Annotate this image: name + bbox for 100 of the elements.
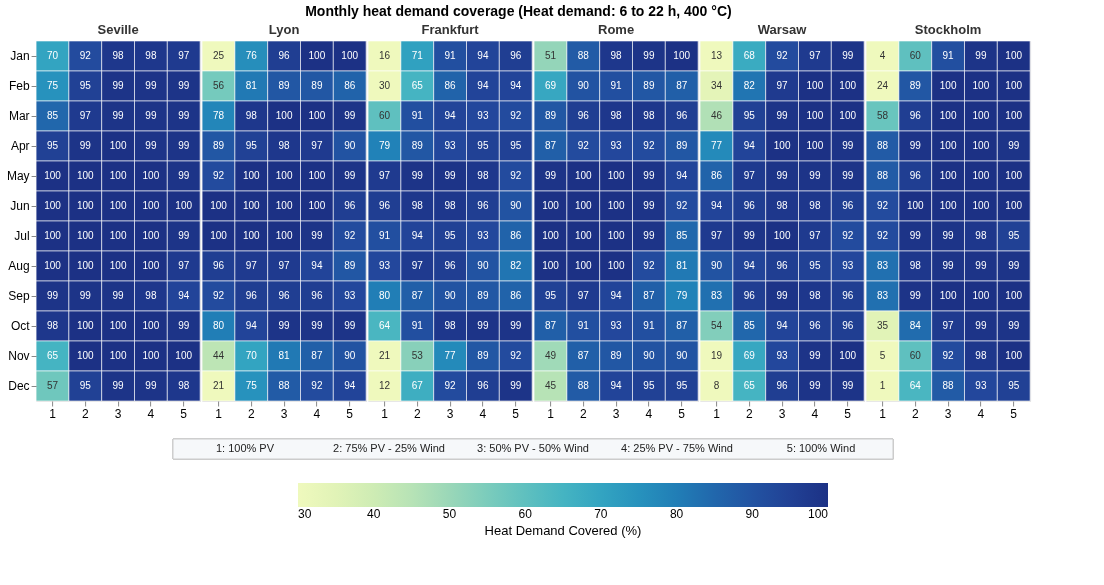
data-label: 83: [876, 260, 889, 271]
data-label: 100: [210, 230, 228, 241]
data-label: 99: [842, 170, 854, 181]
data-label: 100: [109, 350, 127, 361]
data-label: 100: [242, 200, 261, 211]
data-label: 21: [378, 350, 391, 361]
y-tick-label: Jul: [14, 229, 30, 243]
data-label: 99: [776, 290, 789, 301]
x-tick-label: 1: [215, 406, 223, 421]
data-label: 100: [806, 80, 824, 91]
data-label: 25: [212, 50, 225, 61]
data-label: 98: [46, 320, 59, 331]
data-label: 97: [577, 290, 590, 301]
data-label: 94: [743, 260, 756, 271]
data-label: 100: [275, 110, 293, 121]
data-label: 99: [842, 50, 854, 61]
y-tick-label: Sep: [8, 289, 30, 303]
data-label: 96: [676, 110, 688, 121]
data-label: 92: [942, 350, 955, 361]
data-label: 64: [909, 380, 922, 391]
data-label: 100: [142, 320, 160, 331]
data-label: 94: [411, 230, 424, 241]
data-label: 100: [109, 260, 127, 271]
data-label: 100: [242, 170, 261, 181]
data-label: 89: [544, 110, 557, 121]
data-label: 44: [212, 350, 225, 361]
x-tick-label: 3: [114, 406, 122, 421]
data-label: 96: [278, 50, 291, 61]
data-label: 100: [210, 200, 228, 211]
color-bar-label: 70: [594, 507, 608, 521]
data-label: 92: [776, 50, 789, 61]
data-label: 99: [1008, 140, 1020, 151]
data-label: 90: [477, 260, 489, 271]
chart-title: Rome: [598, 21, 635, 37]
data-label: 98: [809, 290, 821, 301]
data-label: 99: [145, 140, 157, 151]
data-label: 87: [676, 320, 688, 331]
data-label: 89: [278, 80, 291, 91]
data-label: 89: [311, 80, 323, 91]
data-label: 100: [839, 110, 857, 121]
data-label: 90: [710, 260, 723, 271]
data-label: 99: [975, 320, 987, 331]
y-tick-label: Dec: [8, 379, 30, 393]
data-label: 97: [378, 170, 391, 181]
data-label: 98: [477, 170, 489, 181]
x-tick-label: 4: [645, 406, 653, 421]
data-label: 100: [542, 200, 560, 211]
data-label: 87: [311, 350, 323, 361]
data-label: 98: [411, 200, 424, 211]
data-label: 99: [1008, 260, 1020, 271]
text: 3: 50% PV - 50% Wind: [477, 442, 589, 454]
text: 1: 100% PV: [215, 442, 275, 454]
data-label: 100: [839, 350, 857, 361]
data-label: 96: [776, 260, 789, 271]
data-label: 92: [643, 260, 655, 271]
data-label: 89: [909, 80, 922, 91]
data-label: 90: [344, 350, 356, 361]
x-tick-label: 2: [413, 406, 421, 421]
data-label: 99: [809, 350, 821, 361]
data-label: 96: [809, 320, 821, 331]
data-label: 97: [79, 110, 92, 121]
data-label: 99: [344, 320, 356, 331]
data-label: 97: [411, 260, 424, 271]
data-label: 90: [577, 80, 590, 91]
data-label: 99: [809, 170, 821, 181]
data-label: 94: [510, 80, 522, 91]
data-label: 87: [577, 350, 590, 361]
data-label: 99: [643, 50, 655, 61]
data-label: 98: [145, 290, 157, 301]
data-label: 96: [842, 200, 854, 211]
chart-title: Lyon: [268, 21, 300, 37]
data-label: 88: [577, 50, 590, 61]
data-label: 92: [876, 200, 889, 211]
data-label: 100: [1005, 80, 1023, 91]
text: 2: 75% PV - 25% Wind: [333, 442, 445, 454]
data-label: 64: [378, 320, 391, 331]
data-label: 100: [44, 260, 62, 271]
data-label: 95: [1008, 230, 1020, 241]
data-label: 99: [311, 320, 323, 331]
data-label: 96: [378, 200, 391, 211]
data-label: 79: [378, 140, 391, 151]
data-label: 100: [673, 50, 691, 61]
data-label: 100: [972, 110, 990, 121]
data-label: 99: [909, 230, 922, 241]
data-label: 76: [245, 50, 258, 61]
data-label: 97: [311, 140, 323, 151]
data-label: 56: [212, 80, 225, 91]
data-label: 94: [776, 320, 789, 331]
text: Monthly heat demand coverage (Heat demand: 6 to 22 h, 400 °C): [305, 3, 732, 20]
data-label: 99: [79, 140, 92, 151]
data-label: 87: [411, 290, 424, 301]
x-tick-label: 3: [944, 406, 952, 421]
data-label: 97: [245, 260, 258, 271]
data-label: 98: [245, 110, 258, 121]
data-label: 94: [743, 140, 756, 151]
data-label: 93: [610, 320, 623, 331]
data-label: 100: [275, 200, 293, 211]
data-label: 93: [477, 110, 489, 121]
data-label: 21: [212, 380, 225, 391]
data-label: 91: [942, 50, 955, 61]
